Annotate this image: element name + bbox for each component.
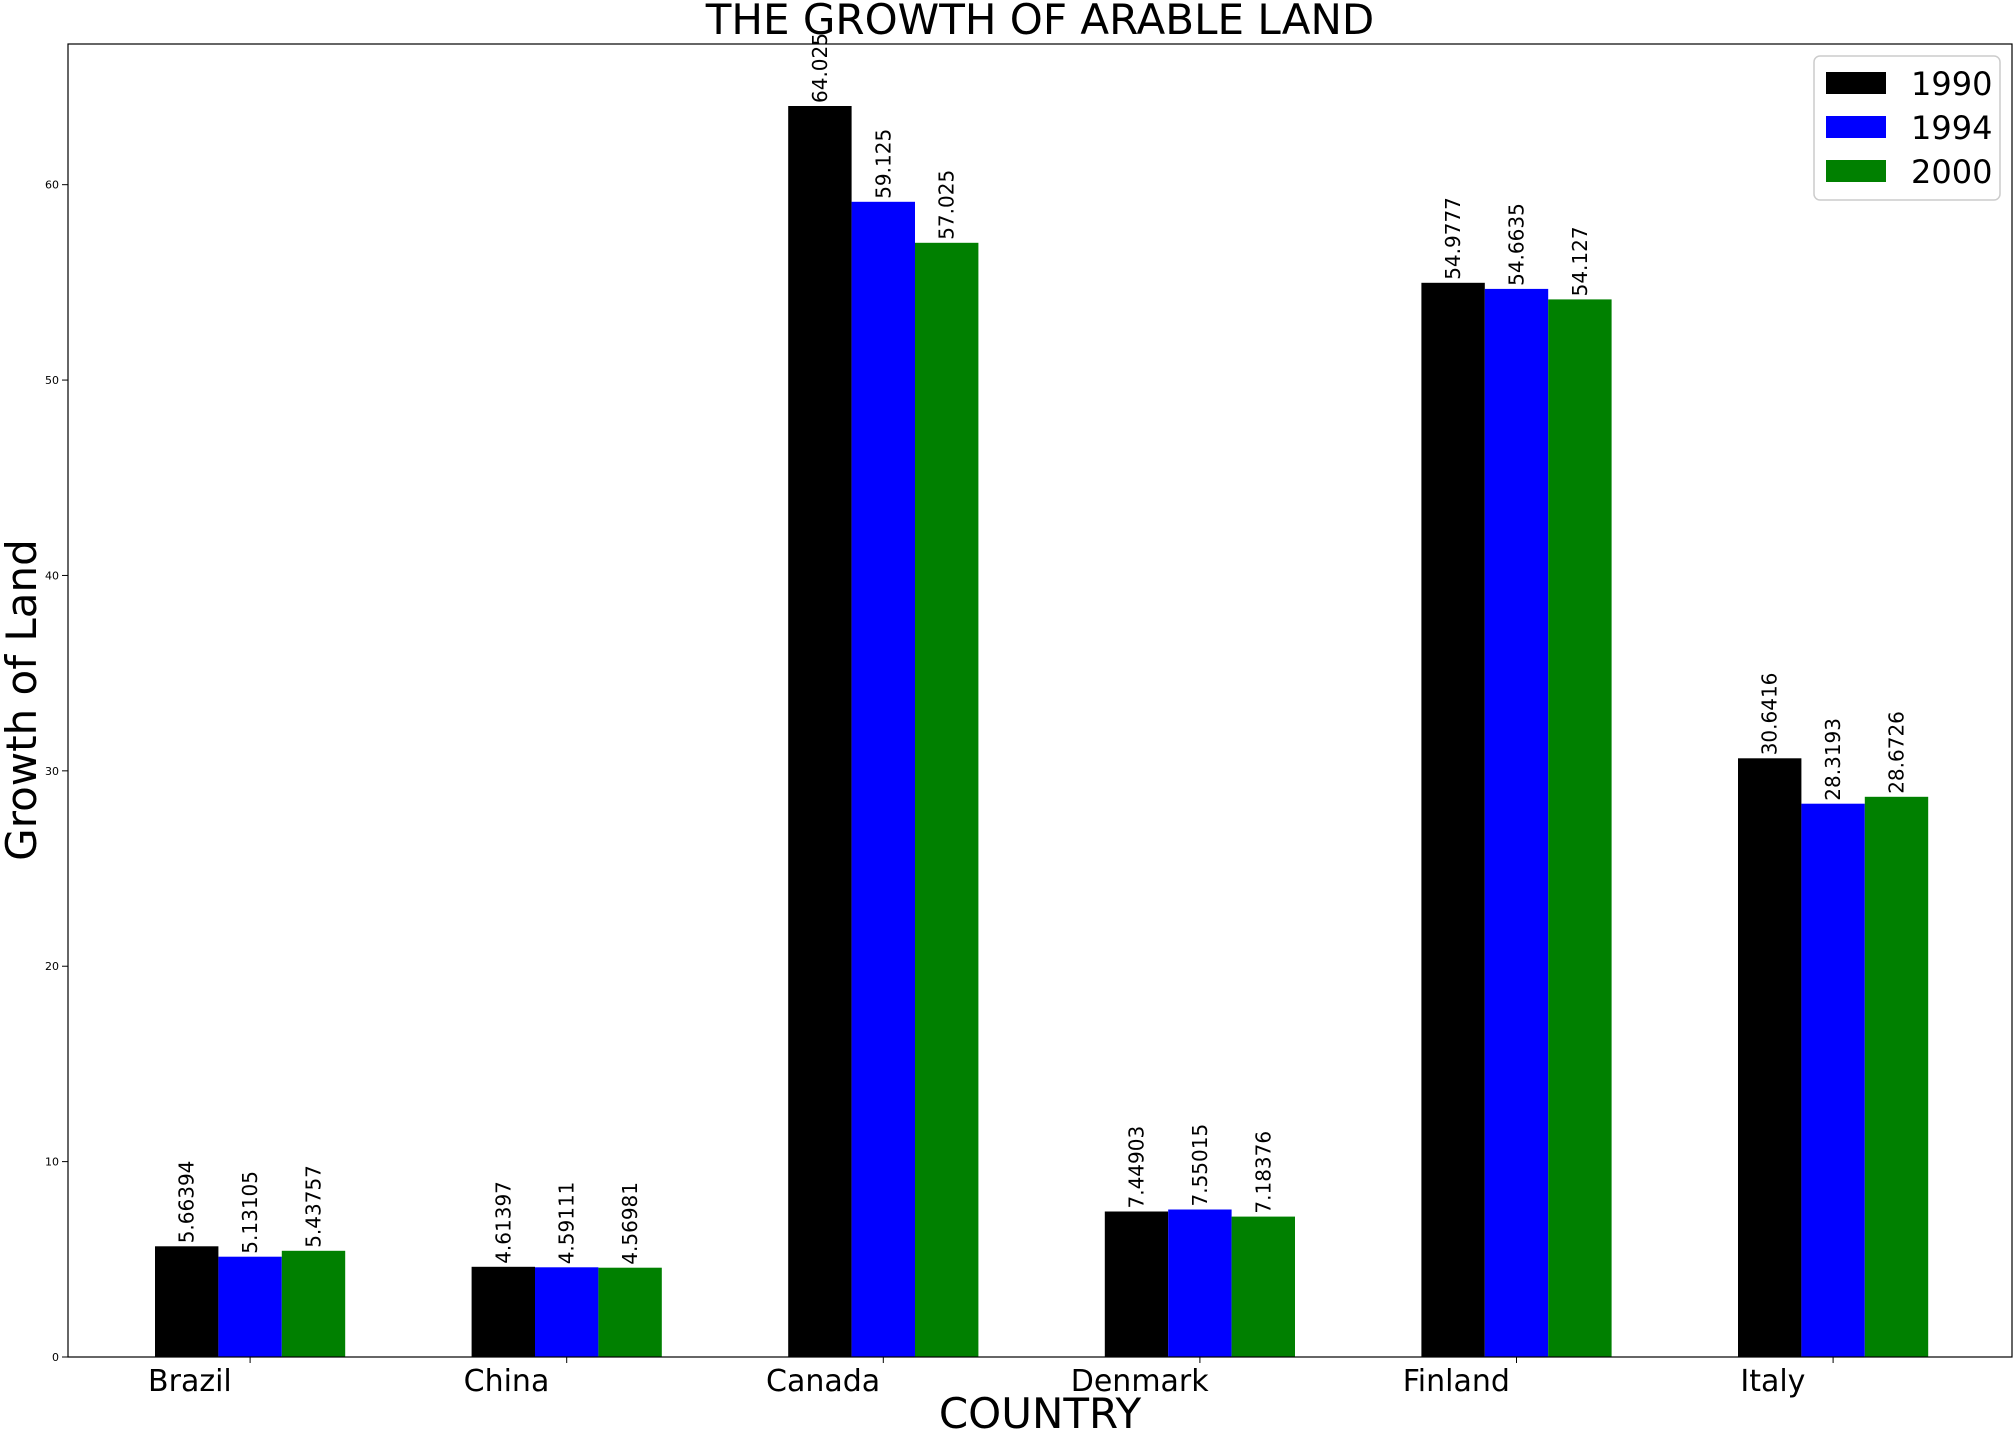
y-axis: 0 10 20 30 40 50 60 (45, 179, 68, 1364)
x-axis-label: COUNTRY (939, 1389, 1142, 1438)
bar-finland-1990 (1421, 282, 1485, 1357)
bar-finland-2000 (1548, 299, 1612, 1357)
y-tick-label: 40 (45, 569, 59, 582)
bar-value-label: 5.13105 (238, 1171, 262, 1254)
bar-canada-1990 (788, 106, 852, 1357)
plot-frame (67, 43, 2013, 1358)
bar-canada-2000 (915, 242, 979, 1357)
bar-value-label: 54.127 (1568, 226, 1592, 296)
bar-china-1994 (535, 1267, 599, 1357)
bar-value-label: 30.6416 (1758, 673, 1782, 756)
bar-italy-1994 (1801, 803, 1865, 1357)
bar-denmark-1994 (1168, 1209, 1232, 1357)
bar-denmark-2000 (1231, 1216, 1295, 1357)
x-tick-label: Italy (1740, 1364, 1805, 1399)
legend-label-1994: 1994 (1911, 109, 1992, 147)
bar-finland-1994 (1484, 288, 1549, 1357)
y-tick-label: 60 (45, 179, 59, 192)
bar-value-label: 59.125 (871, 129, 895, 199)
legend-swatch-2000 (1826, 160, 1886, 182)
legend-label-1990: 1990 (1911, 65, 1992, 103)
bar-value-label: 54.6635 (1505, 203, 1529, 286)
y-tick-label: 20 (45, 960, 59, 973)
x-tick-label: Denmark (1071, 1364, 1210, 1399)
bar-value-label: 4.61397 (491, 1181, 515, 1264)
x-tick-label: China (464, 1364, 550, 1399)
x-tick-label: Finland (1403, 1364, 1510, 1399)
x-tick-label: Canada (766, 1364, 880, 1399)
y-tick-label: 50 (45, 374, 59, 387)
bar-value-label: 64.025 (808, 33, 832, 103)
x-axis: Brazil China Canada Denmark Finland Italy (148, 1357, 1834, 1399)
bar-value-label: 7.18376 (1251, 1131, 1275, 1214)
bar-value-label: 7.55015 (1188, 1124, 1212, 1207)
y-axis-label: Growth of Land (0, 539, 46, 861)
y-tick-label: 0 (52, 1351, 59, 1364)
bar-value-label: 4.59111 (555, 1182, 579, 1265)
bar-canada-1994 (851, 201, 915, 1357)
bar-value-label: 5.43757 (302, 1165, 326, 1248)
legend-label-2000: 2000 (1911, 153, 1992, 191)
legend-swatch-1994 (1826, 116, 1886, 138)
bar-china-1990 (471, 1266, 535, 1357)
bar-italy-2000 (1864, 796, 1929, 1357)
chart-title: THE GROWTH OF ARABLE LAND (705, 0, 1375, 44)
bar-value-label: 4.56981 (618, 1182, 642, 1265)
bar-value-label: 57.025 (935, 170, 959, 240)
legend-swatch-1990 (1826, 72, 1886, 94)
bar-brazil-1990 (155, 1246, 219, 1357)
bar-italy-1990 (1738, 758, 1802, 1357)
bar-value-label: 28.6726 (1885, 711, 1909, 794)
x-tick-label: Brazil (148, 1364, 232, 1399)
legend: 1990 1994 2000 (1813, 55, 2001, 201)
bar-value-label: 54.9777 (1441, 197, 1465, 280)
bar-value-label: 7.44903 (1125, 1126, 1149, 1209)
bar-denmark-1990 (1104, 1211, 1169, 1357)
bar-brazil-1994 (218, 1256, 282, 1357)
bar-value-label: 28.3193 (1821, 718, 1845, 801)
bars-group (155, 106, 1929, 1357)
bar-labels-group: 5.66394 5.13105 5.43757 4.61397 4.59111 4.569… (175, 33, 1909, 1265)
y-tick-label: 30 (45, 765, 59, 778)
bar-brazil-2000 (281, 1250, 346, 1357)
y-tick-label: 10 (45, 1156, 59, 1169)
bar-value-label: 5.66394 (175, 1161, 199, 1244)
bar-china-2000 (598, 1267, 662, 1357)
